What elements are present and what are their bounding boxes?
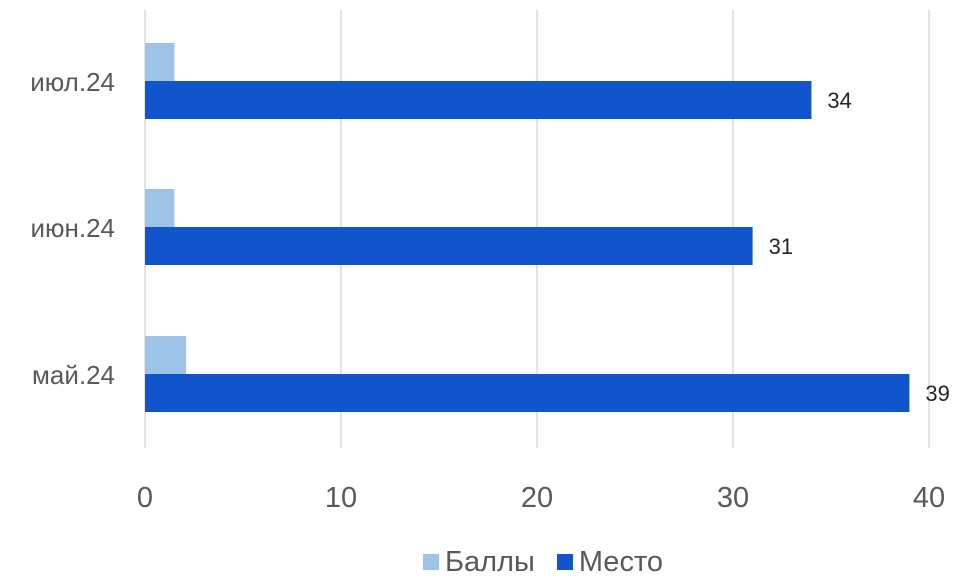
bar-bally-1 xyxy=(145,189,175,227)
legend-label-mesto: Место xyxy=(578,546,664,578)
y-category-label-0: июл.24 xyxy=(30,67,115,97)
legend-item-ballы: Баллы xyxy=(422,546,535,578)
bar-bally-0 xyxy=(145,43,175,81)
bar-mesto-2 xyxy=(145,374,910,412)
x-tick-label-20: 20 xyxy=(521,482,553,514)
data-label-mesto-2: 39 xyxy=(925,381,949,406)
legend-item-mesto: Место xyxy=(556,546,664,578)
legend-label-ballы: Баллы xyxy=(444,546,535,578)
bar-mesto-1 xyxy=(145,227,753,265)
x-tick-label-0: 0 xyxy=(137,482,153,514)
x-tick-label-30: 30 xyxy=(717,482,749,514)
legend: Баллы Место xyxy=(0,546,956,578)
bars xyxy=(145,43,910,412)
y-category-label-2: май.24 xyxy=(32,360,115,390)
y-category-label-1: июн.24 xyxy=(30,213,115,243)
legend-swatch-mesto xyxy=(556,554,573,570)
bar-bally-2 xyxy=(145,336,187,374)
data-label-mesto-0: 34 xyxy=(827,88,851,113)
data-label-mesto-1: 31 xyxy=(769,234,793,259)
bar-mesto-0 xyxy=(145,81,812,119)
x-tick-label-40: 40 xyxy=(913,482,945,514)
legend-swatch-ballы xyxy=(422,554,439,570)
labels: 0 10 20 30 40 июл.24 июн.24 май.24 34 31 39 xyxy=(30,67,950,514)
x-tick-label-10: 10 xyxy=(325,482,357,514)
